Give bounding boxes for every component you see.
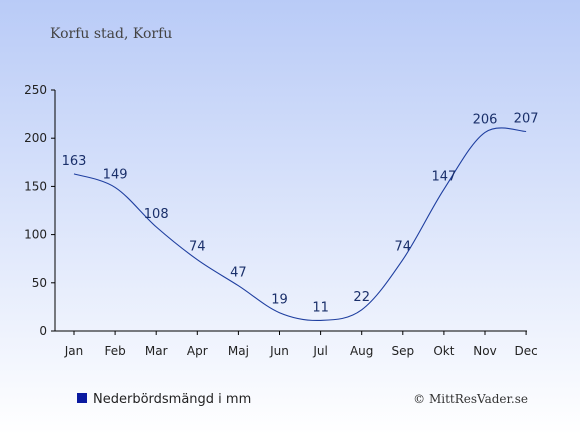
y-tick-label: 150 [24, 179, 47, 193]
data-label-maj: 47 [230, 266, 247, 281]
x-tick-label: Feb [104, 344, 125, 358]
y-tick-label: 100 [24, 228, 47, 242]
x-tick-label: Maj [228, 344, 249, 358]
y-tick-label: 200 [24, 131, 47, 145]
x-tick-label: Jul [312, 344, 327, 358]
x-tick-label: Apr [187, 344, 208, 358]
chart-marks [73, 127, 527, 322]
x-tick-label: Jun [269, 344, 289, 358]
y-tick-label: 50 [32, 276, 47, 290]
x-tick-label: Okt [433, 344, 454, 358]
x-tick-label: Aug [350, 344, 373, 358]
data-label-jul: 11 [312, 300, 329, 315]
y-tick-label: 250 [24, 83, 47, 97]
series-line [73, 127, 527, 322]
data-label-mar: 108 [144, 207, 169, 222]
data-label-okt: 147 [431, 169, 456, 184]
chart-axes: 0 50 100 150 200 250 Jan Feb Mar Apr Maj Jun Jul Aug S… [24, 83, 538, 358]
data-label-nov: 206 [473, 112, 498, 127]
chart-title: Korfu stad, Korfu [50, 26, 172, 42]
data-label-jun: 19 [271, 293, 288, 308]
x-tick-label: Sep [391, 344, 414, 358]
legend-swatch [77, 393, 87, 403]
x-tick-label: Nov [473, 344, 496, 358]
data-label-sep: 74 [395, 240, 412, 255]
y-tick-label: 0 [39, 324, 47, 338]
copyright-text: © MittResVader.se [413, 392, 528, 406]
x-tick-label: Jan [64, 344, 84, 358]
x-tick-label: Mar [145, 344, 168, 358]
data-label-aug: 22 [353, 290, 370, 305]
data-label-feb: 149 [103, 167, 128, 182]
x-tick-label: Dec [514, 344, 537, 358]
data-label-dec: 207 [514, 111, 539, 126]
chart-data-labels: 163 149 108 74 47 19 11 22 74 147 206 207 [62, 111, 539, 315]
data-label-jan: 163 [62, 154, 87, 169]
data-label-apr: 74 [189, 240, 206, 255]
legend-label: Nederbördsmängd i mm [93, 392, 251, 407]
